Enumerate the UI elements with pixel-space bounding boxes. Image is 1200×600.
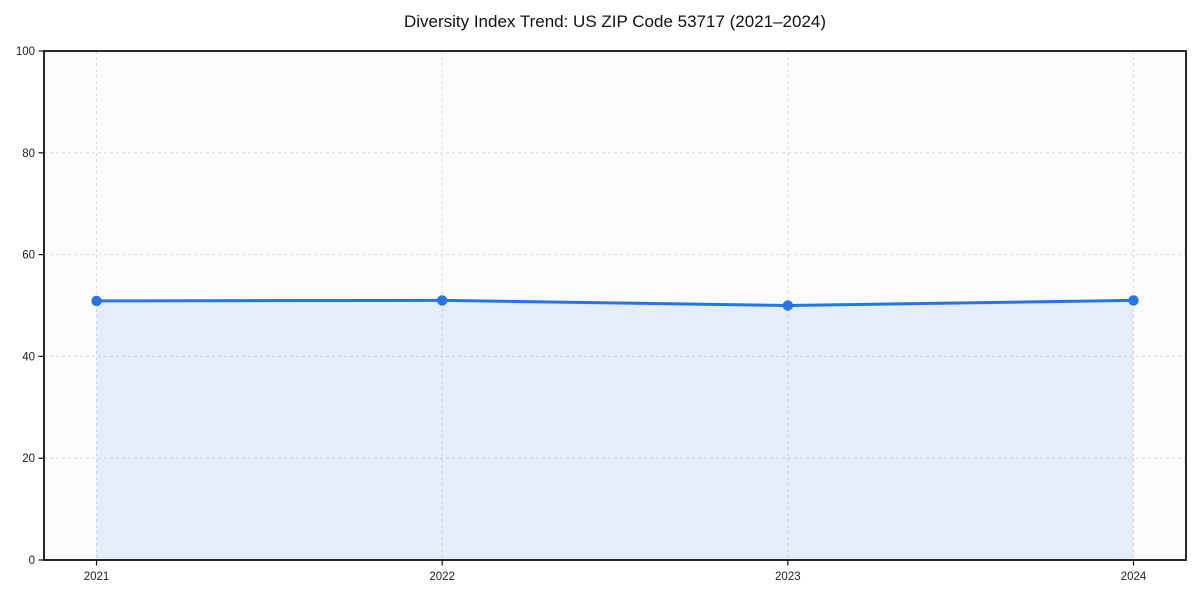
y-tick-label: 100 — [16, 46, 35, 58]
plot-frame — [43, 50, 1187, 561]
data-point-2022 — [436, 295, 448, 306]
x-tick-label: 2024 — [1121, 571, 1147, 583]
area-fill — [96, 300, 1134, 560]
y-tick-label: 60 — [22, 250, 35, 262]
data-point-2021 — [91, 295, 102, 307]
chart-title: Diversity Index Trend: US ZIP Code 53717… — [403, 12, 827, 31]
trend-line — [95, 298, 1135, 307]
y-tick-label: 80 — [22, 148, 35, 160]
y-tick-label: 0 — [29, 555, 35, 567]
x-tick-label: 2021 — [84, 571, 110, 583]
y-tick-label: 20 — [22, 453, 35, 465]
plot-area — [44, 51, 1186, 560]
y-tick-label: 40 — [22, 351, 35, 363]
x-tick-label: 2022 — [429, 571, 455, 583]
x-tick-label: 2023 — [775, 571, 801, 583]
data-point-2024 — [1128, 295, 1139, 306]
data-point-2023 — [782, 300, 794, 311]
